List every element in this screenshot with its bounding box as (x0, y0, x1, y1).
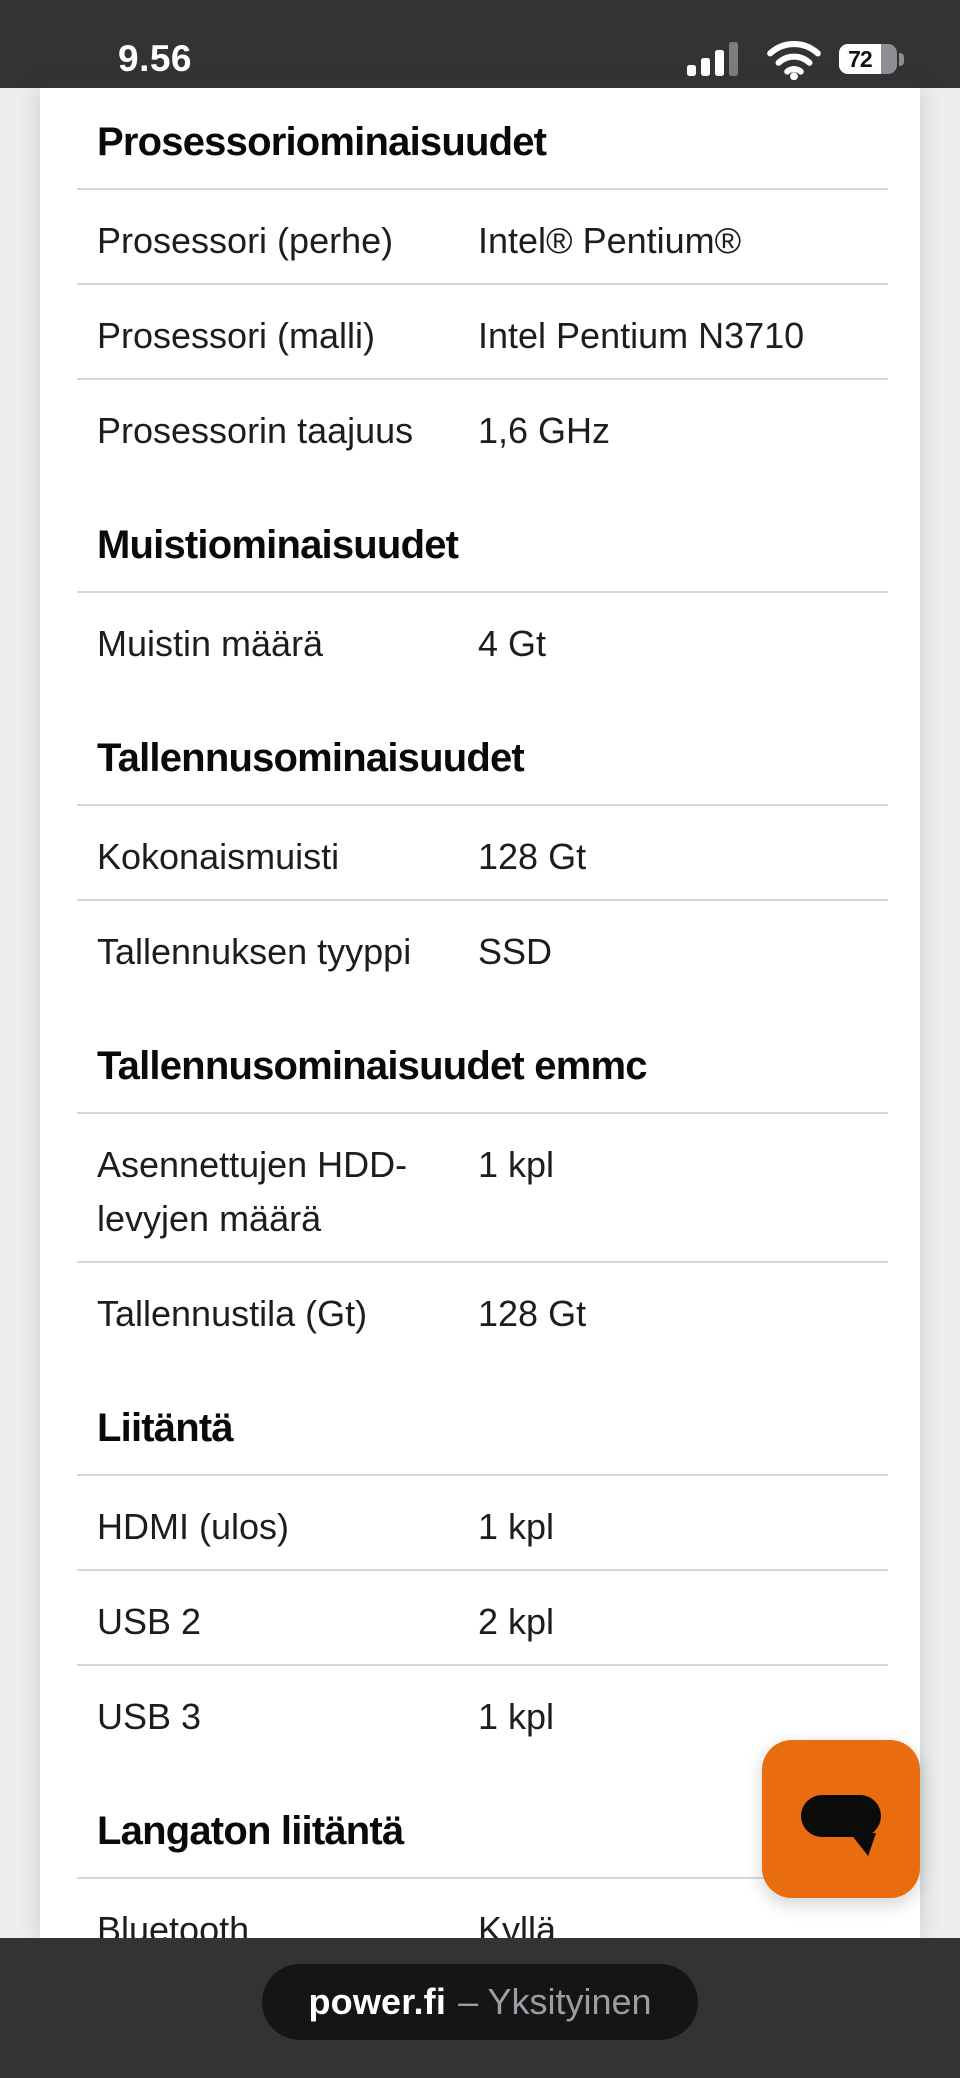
section-title: Muistiominaisuudet (97, 523, 459, 567)
safari-bottom-bar: power.fi – Yksityinen (0, 1938, 960, 2078)
status-time: 9.56 (118, 38, 193, 79)
section-rows: Asennettujen HDD-levyjen määrä 1 kpl Tal… (77, 1112, 888, 1356)
spec-row: Prosessori (perhe) Intel® Pentium® (77, 188, 888, 283)
spec-section: Prosessoriominaisuudet Prosessori (perhe… (77, 120, 888, 473)
spec-label: Asennettujen HDD-levyjen määrä (97, 1144, 408, 1239)
section-title: Tallennusominaisuudet (97, 736, 525, 780)
section-rows: Bluetooth Kyllä (77, 1877, 888, 1938)
spec-label: Tallennustila (Gt) (97, 1293, 368, 1334)
spec-value: Intel Pentium N3710 (478, 315, 805, 356)
spec-label: Prosessori (perhe) (97, 220, 394, 261)
spec-value: SSD (478, 931, 553, 972)
spec-value: 1 kpl (478, 1696, 555, 1737)
section-title: Tallennusominaisuudet emmc (97, 1044, 648, 1088)
chat-bubble-icon (762, 1740, 920, 1898)
spec-section: Muistiominaisuudet Muistin määrä 4 Gt (77, 523, 888, 686)
spec-row: Asennettujen HDD-levyjen määrä 1 kpl (77, 1112, 888, 1261)
spec-section: Tallennusominaisuudet emmc Asennettujen … (77, 1044, 888, 1356)
spec-section: Tallennusominaisuudet Kokonaismuisti 128… (77, 736, 888, 994)
site-label: power.fi (308, 1981, 447, 2022)
section-title: Prosessoriominaisuudet (97, 120, 547, 164)
spec-row: HDMI (ulos) 1 kpl (77, 1474, 888, 1569)
battery-fill: 72 (839, 44, 881, 74)
section-rows: Muistin määrä 4 Gt (77, 591, 888, 686)
spec-label: Prosessori (malli) (97, 315, 376, 356)
spec-value: 128 Gt (478, 1293, 587, 1334)
spec-label: Prosessorin taajuus (97, 410, 414, 451)
spec-row: Muistin määrä 4 Gt (77, 591, 888, 686)
spec-label: Bluetooth (97, 1909, 250, 1938)
battery-nub (899, 52, 904, 66)
spec-value: 1 kpl (478, 1144, 555, 1185)
section-rows: Prosessori (perhe) Intel® Pentium® Prose… (77, 188, 888, 473)
chat-button[interactable] (762, 1740, 920, 1898)
spec-row: Tallennustila (Gt) 128 Gt (77, 1261, 888, 1356)
section-title: Langaton liitäntä (97, 1809, 404, 1853)
status-bar: 9.56 72 (0, 0, 960, 88)
spec-value: 1,6 GHz (478, 410, 611, 451)
section-rows: HDMI (ulos) 1 kpl USB 2 2 kpl USB 3 1 kp… (77, 1474, 888, 1759)
spec-row: Bluetooth Kyllä (77, 1877, 888, 1938)
spec-section: Langaton liitäntä Bluetooth Kyllä (77, 1809, 888, 1938)
address-pill[interactable]: power.fi – Yksityinen (262, 1964, 698, 2040)
spec-row: USB 3 1 kpl (77, 1664, 888, 1759)
section-title: Liitäntä (97, 1406, 234, 1450)
cellular-signal-icon (687, 42, 738, 76)
spec-row: Prosessorin taajuus 1,6 GHz (77, 378, 888, 473)
battery-percent-label: 72 (848, 45, 873, 72)
spec-value: 4 Gt (478, 623, 547, 664)
battery-icon: 72 (839, 44, 904, 74)
spec-label: USB 2 (97, 1601, 202, 1642)
spec-value: 128 Gt (478, 836, 587, 877)
spec-row: Kokonaismuisti 128 Gt (77, 804, 888, 899)
spec-value: Kyllä (478, 1909, 557, 1938)
battery-body: 72 (839, 44, 897, 74)
spec-value: Intel® Pentium® (478, 220, 742, 261)
wifi-icon (767, 41, 821, 80)
private-mode-label: – Yksityinen (458, 1981, 652, 2022)
spec-row: Tallennuksen tyyppi SSD (77, 899, 888, 994)
status-icons: 72 (687, 38, 904, 80)
spec-row: Prosessori (malli) Intel Pentium N3710 (77, 283, 888, 378)
spec-sheet-panel: Prosessoriominaisuudet Prosessori (perhe… (40, 88, 920, 1938)
spec-label: USB 3 (97, 1696, 202, 1737)
section-rows: Kokonaismuisti 128 Gt Tallennuksen tyypp… (77, 804, 888, 994)
spec-row: USB 2 2 kpl (77, 1569, 888, 1664)
spec-value: 2 kpl (478, 1601, 555, 1642)
spec-section: Liitäntä HDMI (ulos) 1 kpl USB 2 2 kpl U… (77, 1406, 888, 1759)
spec-label: Tallennuksen tyyppi (97, 931, 412, 972)
spec-label: HDMI (ulos) (97, 1506, 290, 1547)
spec-value: 1 kpl (478, 1506, 555, 1547)
page-background: Prosessoriominaisuudet Prosessori (perhe… (0, 88, 960, 1938)
spec-label: Muistin määrä (97, 623, 324, 664)
spec-label: Kokonaismuisti (97, 836, 340, 877)
spec-sections: Prosessoriominaisuudet Prosessori (perhe… (77, 120, 888, 1938)
